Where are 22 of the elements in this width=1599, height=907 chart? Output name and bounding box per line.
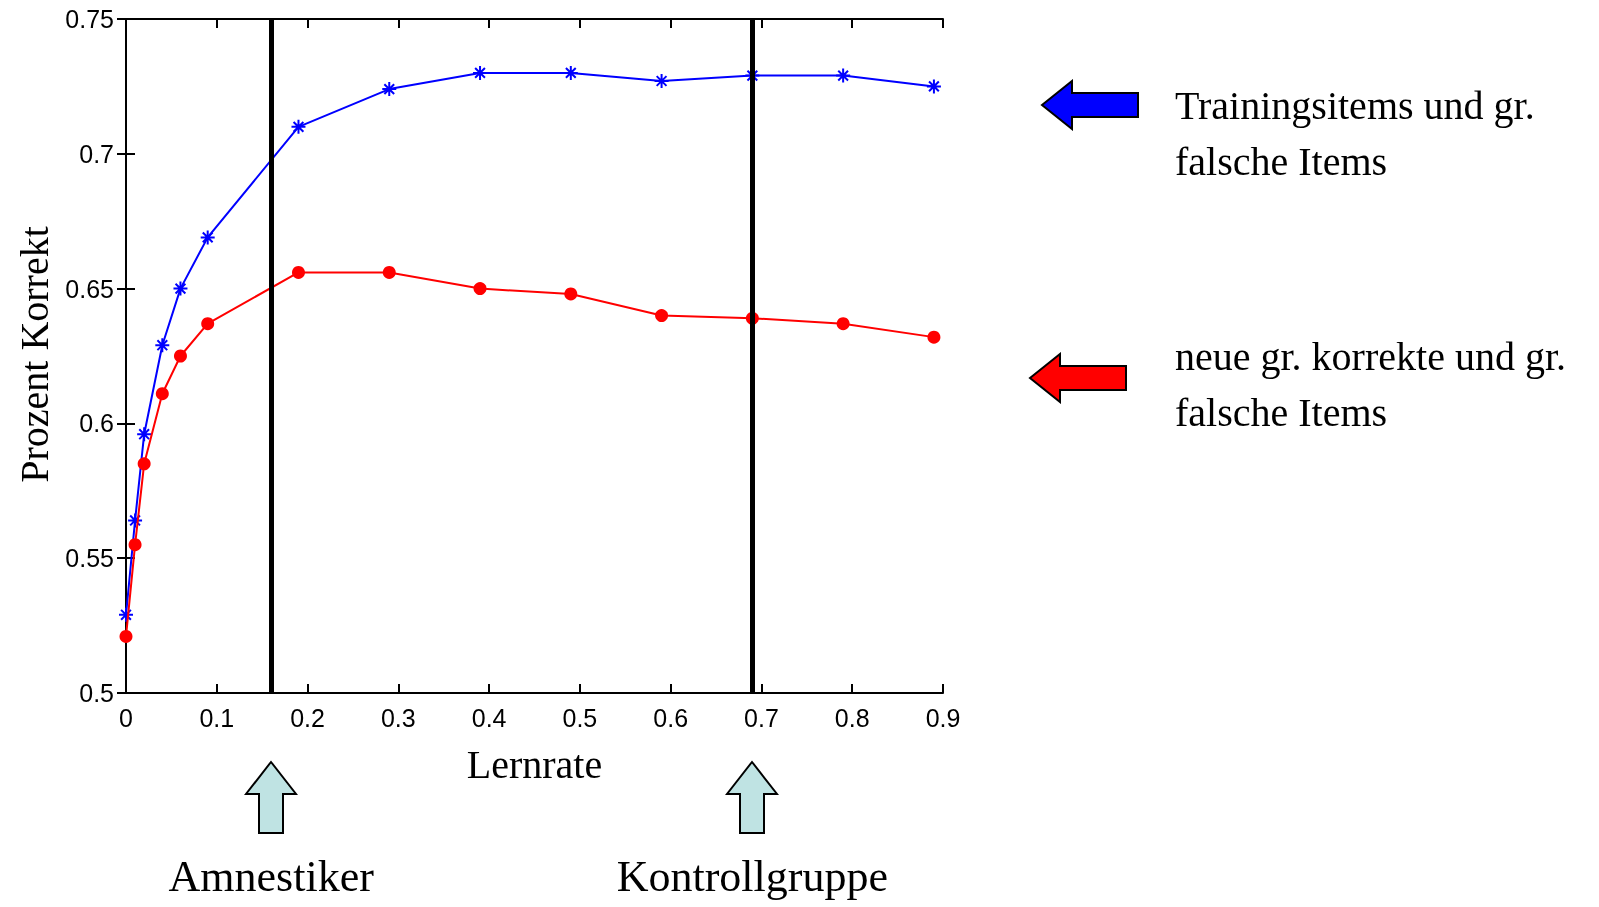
x-tick-label: 0.2	[290, 703, 325, 732]
y-tick-label: 0.75	[65, 5, 114, 33]
y-tick-label: 0.5	[79, 679, 114, 707]
y-tick-label: 0.65	[65, 274, 114, 303]
x-tick-label: 0.7	[744, 703, 779, 732]
y-axis-title: Prozent Korrekt	[10, 225, 58, 485]
x-axis-title: Lernrate	[465, 741, 604, 788]
x-tick-label: 0.4	[471, 703, 507, 732]
x-tick-label: 0.3	[380, 703, 416, 732]
y-tick-label: 0.6	[79, 409, 114, 438]
x-tick-label: 0.8	[834, 703, 870, 732]
text: Kontrollgruppe	[615, 852, 889, 902]
y-tick-label: 0.55	[65, 544, 114, 573]
x-tick-label: 0.1	[199, 703, 235, 732]
y-tick-label: 0.7	[79, 139, 114, 168]
x-tick-label: 0	[119, 703, 133, 732]
x-tick-label: 0.9	[925, 703, 961, 732]
x-tick-label: 0.5	[562, 703, 598, 732]
legend-label: Trainingsitems und gr. falsche Items	[1175, 82, 1536, 187]
legend-label: neue gr. korrekte und gr. falsche Items	[1175, 333, 1567, 438]
x-tick-label: 0.6	[653, 703, 689, 732]
text: Amnestiker	[167, 852, 375, 902]
